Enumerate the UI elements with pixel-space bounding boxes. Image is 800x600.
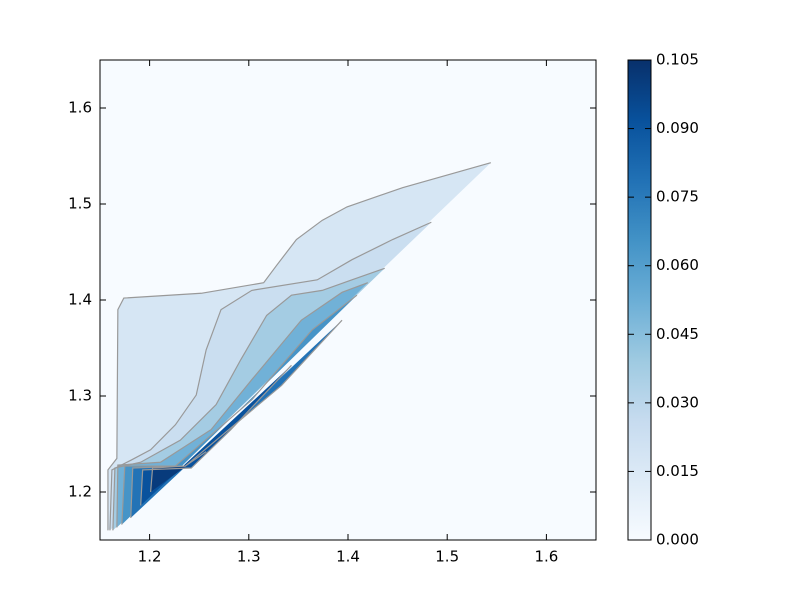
contour-fill [150,451,207,492]
y-tick-label: 1.2 [68,483,92,501]
contour-line [116,282,369,528]
contour-line [107,162,492,531]
colorbar-tick-label: 0.105 [656,51,699,69]
x-tick-label: 1.6 [534,548,558,566]
x-tick-label: 1.2 [138,548,162,566]
colorbar-tick-label: 0.015 [656,462,699,480]
contour-line [121,294,358,525]
contour-line [140,364,292,506]
contour-line [109,221,432,531]
colorbar-tick-label: 0.000 [656,531,699,549]
colorbar-tick-label: 0.045 [656,325,699,343]
x-tick-label: 1.5 [435,548,459,566]
colorbar-tick-label: 0.075 [656,188,699,206]
y-tick-label: 1.6 [68,99,92,117]
x-tick-label: 1.3 [237,548,261,566]
colorbar-tick-label: 0.090 [656,119,699,137]
x-tick-label: 1.4 [336,548,360,566]
colorbar-tick-label: 0.060 [656,256,699,274]
contour-line [149,451,207,493]
y-tick-label: 1.5 [68,195,92,213]
y-tick-label: 1.3 [68,387,92,405]
colorbar-tick-label: 0.030 [656,393,699,411]
y-tick-label: 1.4 [68,291,92,309]
colorbar [627,59,652,541]
